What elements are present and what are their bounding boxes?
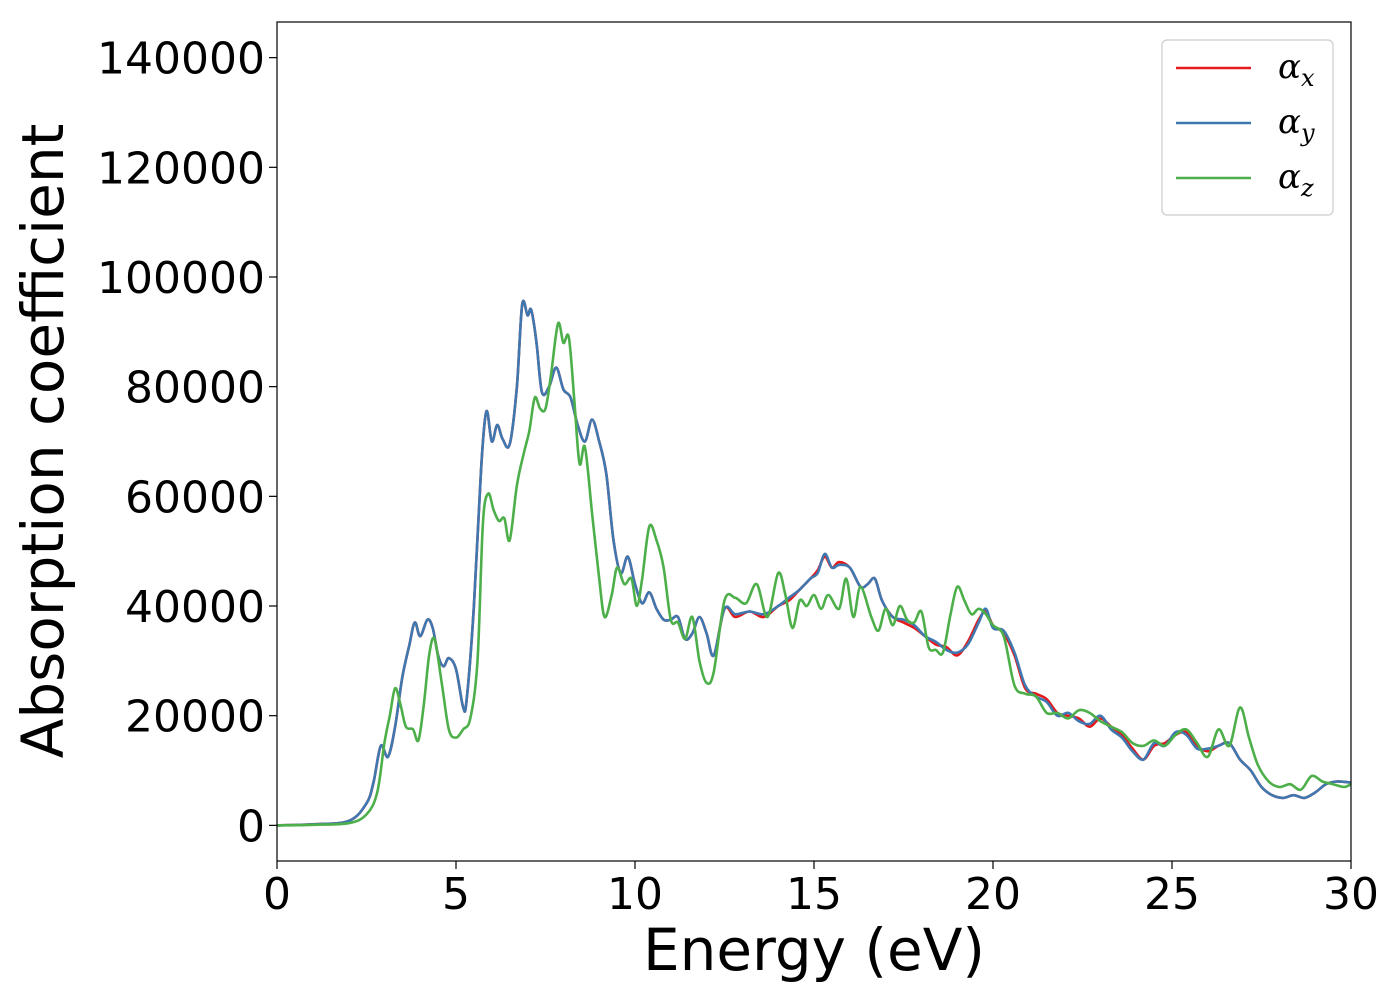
legend-label-base: α [1278, 47, 1301, 87]
series-line-x [277, 299, 1351, 827]
legend-label-x: αx [1278, 47, 1315, 92]
legend-label-base: α [1278, 102, 1301, 142]
x-tick-label: 10 [607, 869, 663, 920]
series-line-z [277, 321, 1351, 827]
x-tick-label: 20 [965, 869, 1021, 920]
series-line-y [277, 299, 1351, 827]
legend-label-subscript: y [1300, 119, 1315, 147]
y-tick-label: 40000 [125, 582, 265, 633]
y-tick-label: 60000 [125, 472, 265, 523]
x-tick-label: 0 [263, 869, 291, 920]
legend-label-subscript: x [1301, 64, 1315, 92]
series-lines [277, 299, 1351, 827]
y-tick-label: 0 [237, 801, 265, 852]
legend-label-z: αz [1278, 157, 1314, 202]
y-tick-label: 120000 [97, 143, 265, 194]
y-tick-label: 100000 [97, 253, 265, 304]
y-tick-label: 20000 [125, 692, 265, 743]
legend-label-subscript: z [1300, 174, 1314, 202]
x-tick-label: 30 [1323, 869, 1379, 920]
x-tick-label: 25 [1144, 869, 1200, 920]
y-axis: 0 20000 40000 60000 80000 100000 120000 140000 [97, 34, 277, 852]
legend-label-y: αy [1278, 102, 1315, 147]
y-axis-label: Absorption coefficient [9, 124, 77, 759]
x-axis: 0 5 10 15 20 25 30 [263, 861, 1379, 920]
legend-box [1161, 39, 1334, 216]
legend-label-base: α [1278, 157, 1301, 197]
x-tick-label: 5 [442, 869, 470, 920]
y-tick-label: 80000 [125, 363, 265, 414]
x-tick-label: 15 [786, 869, 842, 920]
x-axis-label: Energy (eV) [643, 916, 985, 984]
y-tick-label: 140000 [97, 34, 265, 85]
